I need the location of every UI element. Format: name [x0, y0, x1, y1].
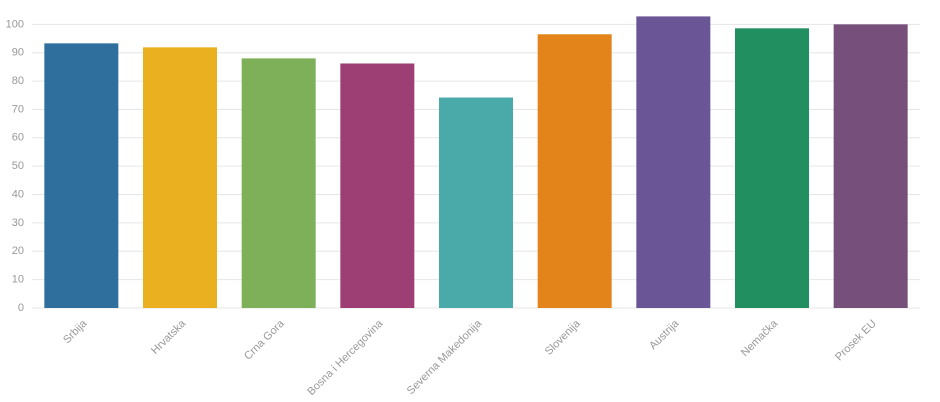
bar — [636, 16, 711, 309]
x-tick-label: Srbija — [61, 317, 90, 346]
y-tick-label: 0 — [18, 302, 24, 314]
bar — [439, 97, 513, 309]
y-tick-label: 40 — [12, 188, 24, 200]
y-tick-label: 90 — [12, 47, 24, 59]
x-tick-label: Slovenija — [543, 317, 584, 358]
x-tick-label: Austrija — [647, 317, 682, 352]
y-tick-label: 20 — [12, 245, 24, 257]
y-tick-label: 100 — [6, 18, 24, 30]
bar — [340, 63, 415, 308]
bar — [241, 58, 316, 309]
y-tick-label: 50 — [12, 160, 24, 172]
x-tick-label: Crna Gora — [242, 317, 287, 362]
y-tick-label: 30 — [12, 217, 24, 229]
bar — [833, 24, 908, 308]
y-tick-label: 70 — [12, 103, 24, 115]
x-tick-label: Nemačka — [739, 317, 781, 359]
y-tick-label: 60 — [12, 132, 24, 144]
x-tick-label: Hrvatska — [149, 317, 189, 357]
x-tick-label: Prosek EU — [833, 318, 879, 364]
y-tick-label: 10 — [12, 274, 24, 286]
x-tick-label: Bosna i Hercegovina — [305, 317, 386, 398]
bar — [537, 34, 612, 308]
bar — [44, 43, 119, 309]
x-tick-label: Severna Makedonija — [405, 317, 485, 397]
bar — [735, 28, 809, 308]
y-tick-label: 80 — [12, 75, 24, 87]
bar — [143, 47, 217, 309]
